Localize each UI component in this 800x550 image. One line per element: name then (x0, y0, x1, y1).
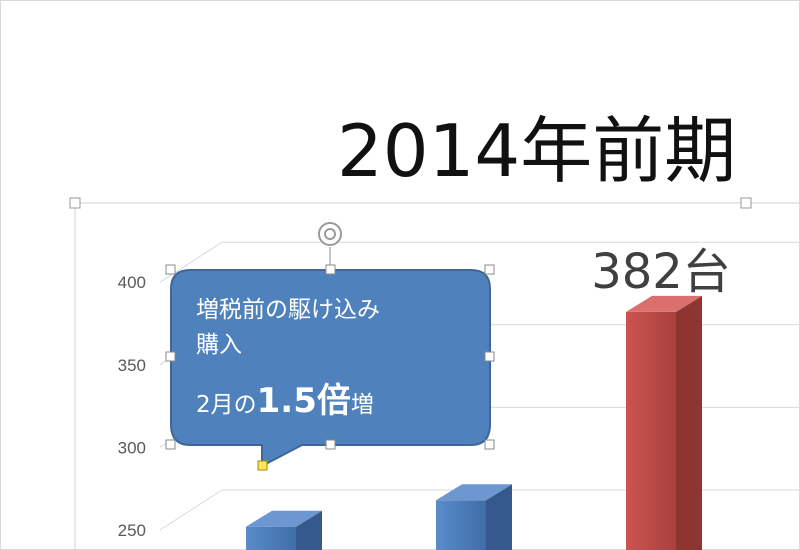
callout-line1: 増税前の駆け込み (196, 297, 380, 323)
callout-handle-bottom-right[interactable] (484, 439, 495, 450)
callout-handle-top-right[interactable] (484, 264, 495, 275)
bar-3[interactable] (626, 295, 702, 550)
callout-handle-bottom-middle[interactable] (325, 439, 336, 450)
data-labels: 382台 (591, 244, 731, 300)
callout-bubble[interactable] (170, 269, 491, 468)
rotate-icon-inner (324, 228, 336, 240)
callout-handle-top-left[interactable] (165, 264, 176, 275)
bar-top (246, 510, 322, 527)
callout-handle-middle-right[interactable] (484, 351, 495, 362)
bar-side (486, 484, 512, 550)
gridline-depth (159, 241, 223, 283)
y-tick-label: 300 (118, 438, 146, 457)
callout-line3: 2月の1.5倍増 (196, 381, 374, 421)
callout-line3-prefix: 2月の (196, 392, 257, 418)
callout-handle-top-middle[interactable] (325, 264, 336, 275)
callout-line3-emphasis: 1.5倍 (257, 381, 351, 421)
data-label: 382台 (591, 244, 731, 300)
plot-handle-top-left[interactable] (69, 197, 81, 209)
y-tick-label: 350 (118, 356, 146, 375)
bar-2[interactable] (436, 484, 512, 550)
bar-front (436, 500, 486, 550)
y-tick-label: 400 (118, 273, 146, 292)
callout-line2: 購入 (196, 332, 242, 358)
chart-title: 2014年前期 (337, 109, 736, 193)
bar-1[interactable] (246, 510, 322, 550)
y-axis-ticks: 250 300 350 400 (118, 273, 146, 540)
plot-handle-top-middle[interactable] (740, 197, 752, 209)
y-tick-label: 250 (118, 521, 146, 540)
bar-front (246, 526, 296, 550)
callout-line3-suffix: 増 (351, 392, 374, 418)
bar-front (626, 311, 676, 550)
bar-top (626, 295, 702, 312)
bar-side (676, 295, 702, 550)
callout-pointer-handle[interactable] (257, 460, 268, 471)
bar-top (436, 484, 512, 501)
rotate-icon[interactable] (318, 222, 342, 246)
callout-handle-middle-left[interactable] (165, 351, 176, 362)
gridline-depth (159, 489, 223, 531)
bar-side (296, 510, 322, 550)
plot-area-frame (74, 202, 800, 550)
callout-annotation[interactable]: 増税前の駆け込み 購入 2月の1.5倍増 (165, 222, 495, 471)
bars (246, 295, 702, 550)
callout-handle-bottom-left[interactable] (165, 439, 176, 450)
